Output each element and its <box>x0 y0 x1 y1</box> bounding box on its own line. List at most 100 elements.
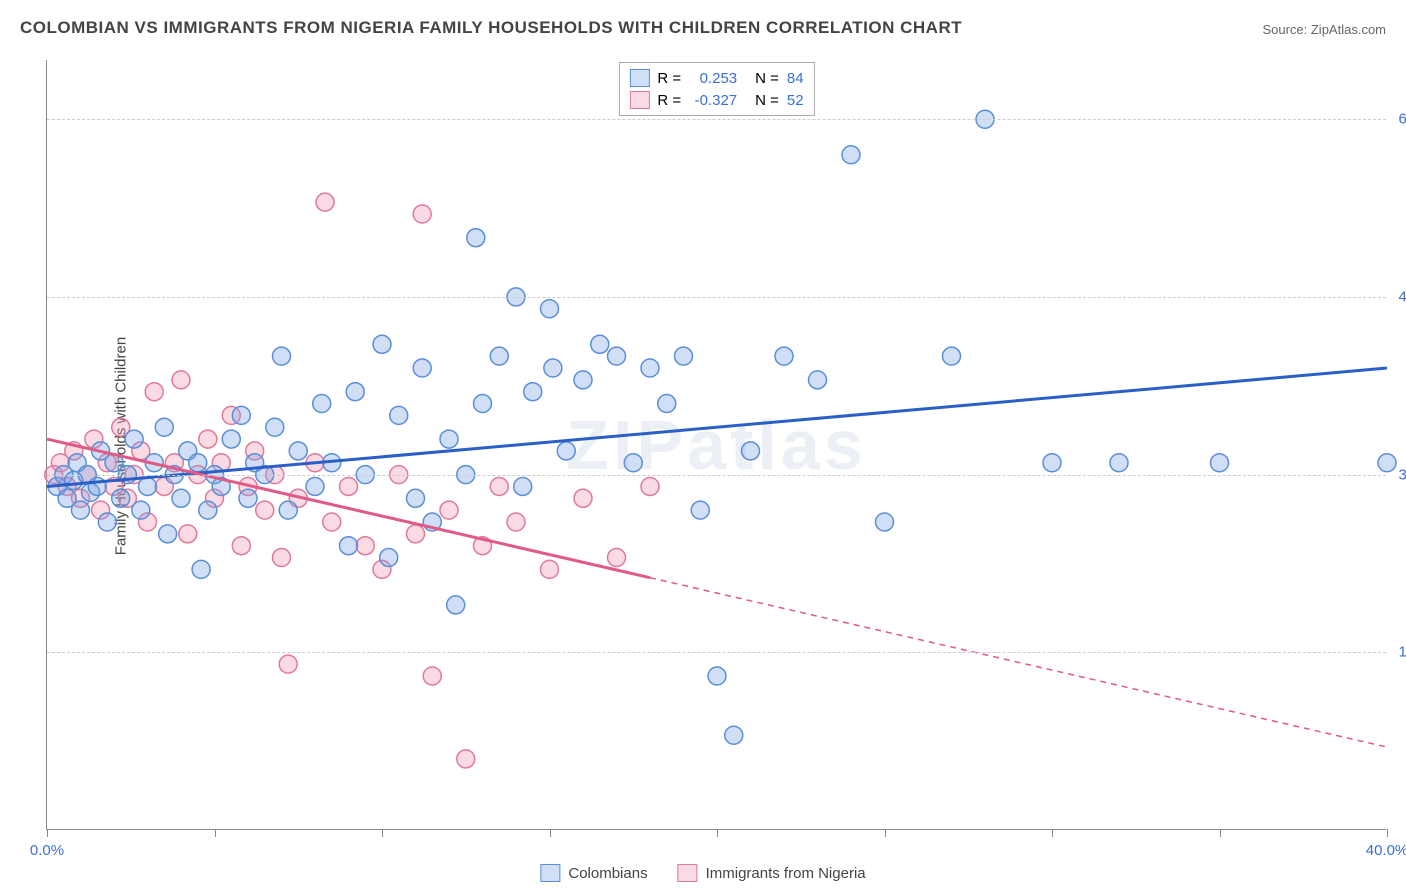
scatter-point <box>232 537 250 555</box>
scatter-point <box>557 442 575 460</box>
x-tick <box>717 829 718 837</box>
scatter-point <box>574 371 592 389</box>
scatter-point <box>725 726 743 744</box>
y-tick-label: 60.0% <box>1391 111 1406 128</box>
scatter-point <box>440 430 458 448</box>
grid-line <box>47 297 1386 298</box>
scatter-point <box>189 454 207 472</box>
scatter-point <box>199 430 217 448</box>
scatter-point <box>440 501 458 519</box>
regression-line-dashed <box>650 578 1387 747</box>
scatter-point <box>608 347 626 365</box>
scatter-point <box>708 667 726 685</box>
scatter-point <box>179 525 197 543</box>
grid-line <box>47 119 1386 120</box>
scatter-point <box>544 359 562 377</box>
legend-bottom: Colombians Immigrants from Nigeria <box>540 864 865 882</box>
plot-area: ZIPatlas R = 0.253 N = 84 R = -0.327 N =… <box>46 60 1386 830</box>
legend-label-colombians: Colombians <box>568 865 647 882</box>
legend-label-nigeria: Immigrants from Nigeria <box>706 865 866 882</box>
scatter-point <box>943 347 961 365</box>
grid-line <box>47 652 1386 653</box>
scatter-point <box>467 229 485 247</box>
scatter-point <box>447 596 465 614</box>
scatter-point <box>273 549 291 567</box>
scatter-point <box>842 146 860 164</box>
scatter-point <box>340 537 358 555</box>
swatch-nigeria-bottom <box>678 864 698 882</box>
x-tick <box>1052 829 1053 837</box>
scatter-point <box>591 335 609 353</box>
scatter-point <box>340 477 358 495</box>
scatter-point <box>192 560 210 578</box>
x-tick <box>1387 829 1388 837</box>
scatter-point <box>413 205 431 223</box>
x-tick-label: 0.0% <box>30 842 64 859</box>
scatter-point <box>316 193 334 211</box>
x-tick <box>885 829 886 837</box>
scatter-point <box>490 347 508 365</box>
scatter-point <box>809 371 827 389</box>
scatter-point <box>112 489 130 507</box>
scatter-point <box>266 418 284 436</box>
scatter-point <box>675 347 693 365</box>
scatter-point <box>289 442 307 460</box>
scatter-point <box>423 667 441 685</box>
scatter-point <box>541 300 559 318</box>
x-tick <box>1220 829 1221 837</box>
scatter-point <box>346 383 364 401</box>
scatter-point <box>524 383 542 401</box>
scatter-point <box>256 501 274 519</box>
regression-line <box>47 368 1387 486</box>
scatter-point <box>574 489 592 507</box>
scatter-point <box>1211 454 1229 472</box>
scatter-point <box>407 489 425 507</box>
scatter-point <box>490 477 508 495</box>
scatter-point <box>514 477 532 495</box>
scatter-point <box>172 371 190 389</box>
scatter-point <box>474 395 492 413</box>
scatter-point <box>145 383 163 401</box>
scatter-point <box>222 430 240 448</box>
scatter-point <box>125 430 143 448</box>
legend-item-nigeria: Immigrants from Nigeria <box>678 864 866 882</box>
scatter-point <box>373 335 391 353</box>
x-tick <box>550 829 551 837</box>
scatter-point <box>1110 454 1128 472</box>
scatter-point <box>775 347 793 365</box>
legend-item-colombians: Colombians <box>540 864 647 882</box>
x-tick <box>382 829 383 837</box>
scatter-point <box>279 655 297 673</box>
scatter-point <box>313 395 331 413</box>
plot-svg <box>47 60 1386 829</box>
scatter-point <box>98 513 116 531</box>
scatter-point <box>658 395 676 413</box>
scatter-point <box>323 513 341 531</box>
scatter-point <box>1043 454 1061 472</box>
scatter-point <box>199 501 217 519</box>
source-text: Source: ZipAtlas.com <box>1262 22 1386 37</box>
scatter-point <box>390 406 408 424</box>
scatter-point <box>279 501 297 519</box>
scatter-point <box>742 442 760 460</box>
swatch-colombians-bottom <box>540 864 560 882</box>
scatter-point <box>155 418 173 436</box>
scatter-point <box>641 359 659 377</box>
chart-title: COLOMBIAN VS IMMIGRANTS FROM NIGERIA FAM… <box>20 18 962 38</box>
scatter-point <box>641 477 659 495</box>
scatter-point <box>457 750 475 768</box>
scatter-point <box>507 513 525 531</box>
x-tick <box>47 829 48 837</box>
scatter-point <box>232 406 250 424</box>
scatter-point <box>306 477 324 495</box>
scatter-point <box>691 501 709 519</box>
scatter-point <box>72 501 90 519</box>
scatter-point <box>172 489 190 507</box>
scatter-point <box>624 454 642 472</box>
scatter-point <box>356 537 374 555</box>
scatter-point <box>380 549 398 567</box>
scatter-point <box>407 525 425 543</box>
scatter-point <box>413 359 431 377</box>
y-tick-label: 45.0% <box>1391 288 1406 305</box>
y-tick-label: 30.0% <box>1391 466 1406 483</box>
